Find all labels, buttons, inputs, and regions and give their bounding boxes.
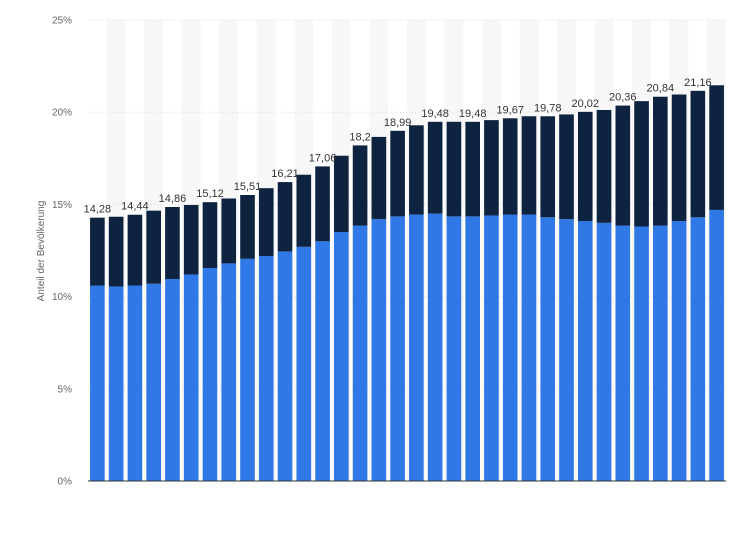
bar-segment-lower xyxy=(296,246,312,481)
bar-segment-upper xyxy=(653,96,668,226)
bar-segment-lower xyxy=(390,216,405,482)
bar-segment-lower xyxy=(484,215,499,482)
bar-segment-upper xyxy=(484,120,499,216)
bar-segment-lower xyxy=(277,251,293,481)
bar-segment-lower xyxy=(221,263,237,481)
bar-segment-upper xyxy=(409,125,424,215)
bar-segment-lower xyxy=(559,219,574,482)
bar-segment-lower xyxy=(202,268,218,481)
bar-segment-lower xyxy=(615,225,631,481)
bar-segment-upper xyxy=(596,109,612,223)
bar-segment-lower xyxy=(90,285,105,481)
data-label: 14,86 xyxy=(159,193,187,205)
bar-segment-lower xyxy=(690,217,706,482)
bar-segment-upper xyxy=(315,166,330,242)
bar-segment-upper xyxy=(334,155,349,233)
y-tick-label: 0% xyxy=(58,477,73,488)
bar-segment-upper xyxy=(258,188,274,257)
data-label: 16,21 xyxy=(271,168,299,180)
data-label: 15,12 xyxy=(196,188,224,200)
data-label: 19,78 xyxy=(534,102,562,114)
bar-segment-lower xyxy=(108,286,124,481)
bar-segment-upper xyxy=(165,206,180,280)
y-tick-label: 20% xyxy=(52,108,72,119)
bar-segment-upper xyxy=(183,204,199,275)
bar-segment-lower xyxy=(465,216,480,482)
data-label: 21,16 xyxy=(684,77,712,89)
bar-segment-lower xyxy=(709,209,724,481)
y-tick-label: 25% xyxy=(52,16,72,27)
bar-segment-upper xyxy=(446,121,462,217)
bar-segment-lower xyxy=(127,285,143,481)
bar-segment-lower xyxy=(258,256,274,481)
data-label: 19,67 xyxy=(496,104,524,116)
bar-segment-lower xyxy=(409,214,424,482)
bar-segment-upper xyxy=(634,101,649,227)
bar-segment-lower xyxy=(352,225,368,481)
data-label: 15,51 xyxy=(234,181,262,193)
data-label: 20,84 xyxy=(647,83,675,95)
data-label: 19,48 xyxy=(421,108,449,120)
bar-segment-upper xyxy=(127,214,143,286)
y-tick-label: 10% xyxy=(52,292,72,303)
bar-segment-lower xyxy=(371,219,387,482)
bar-segment-upper xyxy=(502,118,518,215)
bar-segment-upper xyxy=(240,194,255,259)
bar-segment-upper xyxy=(90,217,105,286)
data-label: 18,2 xyxy=(349,131,370,143)
data-label: 19,48 xyxy=(459,108,487,120)
bar-segment-lower xyxy=(653,225,668,481)
bar-segment-upper xyxy=(371,136,387,220)
bar-segment-upper xyxy=(296,174,312,247)
bar-segment-lower xyxy=(165,279,180,481)
data-label: 14,28 xyxy=(84,204,112,216)
bar-segment-upper xyxy=(221,198,237,264)
bar-segment-lower xyxy=(671,220,687,481)
bar-segment-lower xyxy=(521,214,537,482)
y-axis-label: Anteil der Bevölkerung xyxy=(36,201,47,302)
bar-segment-upper xyxy=(559,114,574,220)
y-tick-label: 5% xyxy=(58,384,73,395)
bar-segment-lower xyxy=(146,283,161,481)
bar-segment-upper xyxy=(390,130,405,217)
bar-segment-upper xyxy=(709,85,724,210)
bar-segment-lower xyxy=(502,214,518,482)
bar-segment-lower xyxy=(634,226,649,481)
bars xyxy=(90,85,724,482)
bar-segment-upper xyxy=(577,111,593,221)
y-tick-label: 15% xyxy=(52,200,72,211)
bar-segment-lower xyxy=(334,232,349,481)
bar-segment-lower xyxy=(427,213,443,481)
data-label: 20,02 xyxy=(571,98,599,110)
bar-segment-upper xyxy=(202,202,218,269)
bar-segment-upper xyxy=(427,121,443,214)
bar-segment-upper xyxy=(465,121,480,217)
data-labels: 14,28 14,44 14,86 15,12 15,51 16,21 17,06 18,2 1… xyxy=(84,77,712,216)
bar-segment-lower xyxy=(540,217,556,482)
bar-segment-upper xyxy=(671,94,687,221)
bar-segment-upper xyxy=(521,116,537,215)
bar-segment-upper xyxy=(540,116,556,218)
bar-segment-upper xyxy=(277,182,293,252)
bar-segment-lower xyxy=(446,216,462,482)
data-label: 20,36 xyxy=(609,92,637,104)
bar-segment-upper xyxy=(690,90,706,218)
bar-segment-lower xyxy=(183,274,199,481)
data-label: 14,44 xyxy=(121,201,149,213)
bar-segment-lower xyxy=(240,258,255,481)
bar-segment-lower xyxy=(315,241,330,481)
bar-segment-upper xyxy=(615,105,631,226)
bar-segment-lower xyxy=(596,222,612,481)
bar-segment-upper xyxy=(108,216,124,287)
bar-segment-upper xyxy=(352,145,368,226)
data-label: 17,06 xyxy=(309,152,337,164)
bar-segment-upper xyxy=(146,210,161,284)
y-axis-ticks: 0% 5% 10% 15% 20% 25% xyxy=(52,16,72,488)
bar-segment-lower xyxy=(577,220,593,481)
data-label: 18,99 xyxy=(384,117,412,129)
